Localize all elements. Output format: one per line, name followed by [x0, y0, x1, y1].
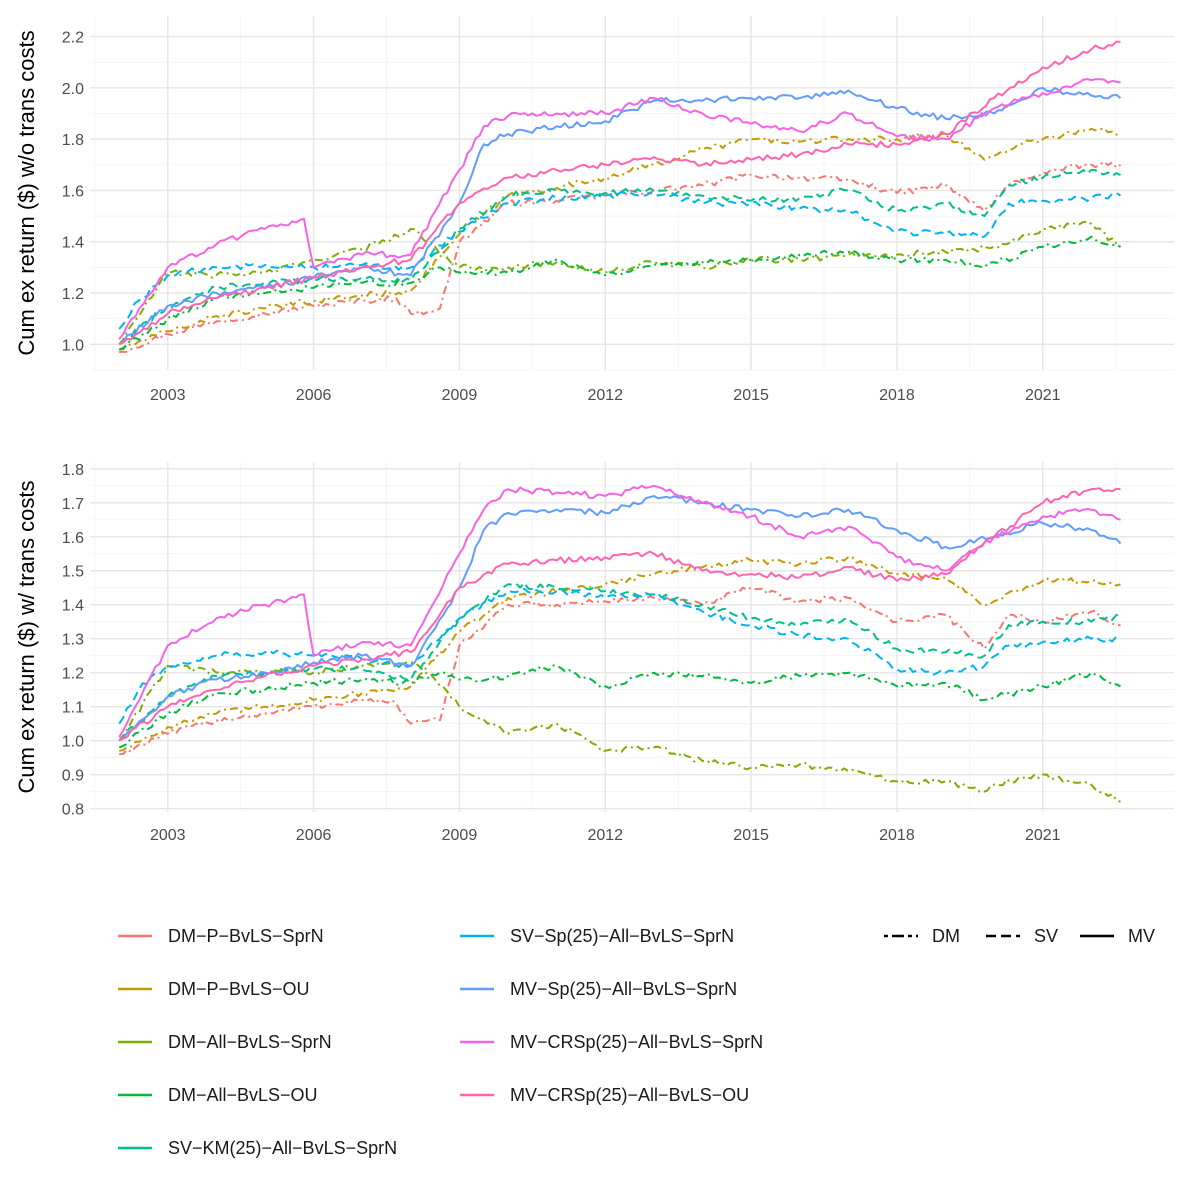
x-tick-label: 2009 — [442, 387, 478, 404]
series-lines — [118, 40, 1122, 353]
series-line-sv-5 — [118, 191, 1122, 330]
y-tick-label: 1.6 — [62, 530, 84, 547]
y-tick-label: 1.2 — [62, 286, 84, 303]
y-tick-label: 0.8 — [62, 802, 84, 819]
y-tick-label: 1.8 — [62, 132, 84, 149]
y-tick-label: 1.8 — [62, 462, 84, 479]
legend-linetype-label: DM — [932, 926, 960, 946]
series-line-sv-5 — [118, 587, 1121, 725]
series-line-mv-7 — [118, 78, 1121, 340]
y-tick-label: 2.2 — [62, 30, 84, 47]
legend-label: MV−CRSp(25)−All−BvLS−OU — [510, 1085, 749, 1105]
legend-linetype-item: MV — [1080, 926, 1155, 946]
legend-label: DM−P−BvLS−SprN — [168, 926, 324, 946]
y-tick-label: 1.1 — [62, 700, 84, 717]
legend-linetype-label: MV — [1128, 926, 1155, 946]
series-line-mv-8 — [118, 487, 1121, 742]
x-tick-label: 2006 — [296, 827, 332, 844]
legend-item: SV−Sp(25)−All−BvLS−SprN — [460, 926, 734, 946]
x-tick-label: 2018 — [879, 387, 915, 404]
legend-item: DM−All−BvLS−OU — [118, 1085, 318, 1105]
legend-label: SV−KM(25)−All−BvLS−SprN — [168, 1138, 397, 1158]
series-lines — [118, 484, 1122, 803]
legend-label: SV−Sp(25)−All−BvLS−SprN — [510, 926, 734, 946]
legend-label: DM−All−BvLS−OU — [168, 1085, 318, 1105]
y-tick-label: 1.4 — [62, 598, 84, 615]
series-line-mv-7 — [118, 484, 1121, 738]
series-line-dm-1 — [119, 127, 1121, 351]
y-tick-label: 1.3 — [62, 632, 84, 649]
series-line-dm-1 — [119, 556, 1121, 752]
y-tick-label: 1.0 — [62, 734, 84, 751]
y-tick-label: 1.7 — [62, 496, 84, 513]
series-line-mv-6 — [118, 495, 1122, 742]
x-tick-label: 2003 — [150, 387, 186, 404]
legend-label: DM−P−BvLS−OU — [168, 979, 310, 999]
y-tick-label: 2.0 — [62, 81, 84, 98]
top-panel-without-trans-costs: 1.0 1.2 1.4 1.6 1.8 2.0 2.2 2003 2006 2009 2012 201… — [14, 16, 1174, 404]
grid — [90, 462, 1174, 812]
y-tick-label: 1.4 — [62, 235, 84, 252]
legend-item: MV−CRSp(25)−All−BvLS−SprN — [460, 1032, 763, 1052]
legend-item: MV−Sp(25)−All−BvLS−SprN — [460, 979, 737, 999]
series-line-dm-2 — [118, 661, 1121, 803]
series-line-dm-3 — [118, 235, 1121, 351]
y-tick-label: 1.2 — [62, 666, 84, 683]
legend-label: MV−Sp(25)−All−BvLS−SprN — [510, 979, 737, 999]
series-line-dm-0 — [119, 586, 1121, 756]
x-tick-label: 2015 — [733, 827, 769, 844]
x-tick-label: 2012 — [587, 827, 623, 844]
legend-item: DM−P−BvLS−OU — [118, 979, 310, 999]
legend-item: MV−CRSp(25)−All−BvLS−OU — [460, 1085, 749, 1105]
grid — [90, 16, 1174, 371]
legend-linetype-item: SV — [986, 926, 1058, 946]
series-line-dm-3 — [118, 664, 1121, 749]
legend-label: DM−All−BvLS−SprN — [168, 1032, 332, 1052]
y-axis-title: Cum ex return ($) w/o trans costs — [14, 30, 39, 355]
x-tick-label: 2021 — [1025, 387, 1061, 404]
y-tick-label: 1.0 — [62, 337, 84, 354]
y-tick-label: 1.5 — [62, 564, 84, 581]
legend: DM−P−BvLS−SprN DM−P−BvLS−OU DM−All−BvLS−Sp… — [118, 926, 1155, 1158]
x-tick-label: 2003 — [150, 827, 186, 844]
bottom-panel-with-trans-costs: 0.8 0.9 1.0 1.1 1.2 1.3 1.4 1.5 1.6 1.7 1.8 2003 200… — [14, 462, 1174, 844]
x-tick-label: 2015 — [733, 387, 769, 404]
x-tick-label: 2006 — [296, 387, 332, 404]
y-tick-label: 0.9 — [62, 768, 84, 785]
x-tick-label: 2021 — [1025, 827, 1061, 844]
legend-item: DM−All−BvLS−SprN — [118, 1032, 332, 1052]
x-tick-label: 2009 — [442, 827, 478, 844]
series-line-sv-4 — [118, 168, 1121, 346]
series-line-dm-2 — [118, 220, 1122, 345]
y-axis-title: Cum ex return ($) w/ trans costs — [14, 481, 39, 794]
legend-linetype-item: DM — [884, 926, 960, 946]
series-line-mv-8 — [118, 40, 1121, 346]
y-tick-label: 1.6 — [62, 183, 84, 200]
legend-label: MV−CRSp(25)−All−BvLS−SprN — [510, 1032, 763, 1052]
x-tick-label: 2012 — [587, 387, 623, 404]
legend-item: SV−KM(25)−All−BvLS−SprN — [118, 1138, 397, 1158]
legend-linetype-label: SV — [1034, 926, 1058, 946]
series-line-sv-4 — [118, 581, 1121, 742]
x-tick-label: 2018 — [879, 827, 915, 844]
legend-item: DM−P−BvLS−SprN — [118, 926, 324, 946]
